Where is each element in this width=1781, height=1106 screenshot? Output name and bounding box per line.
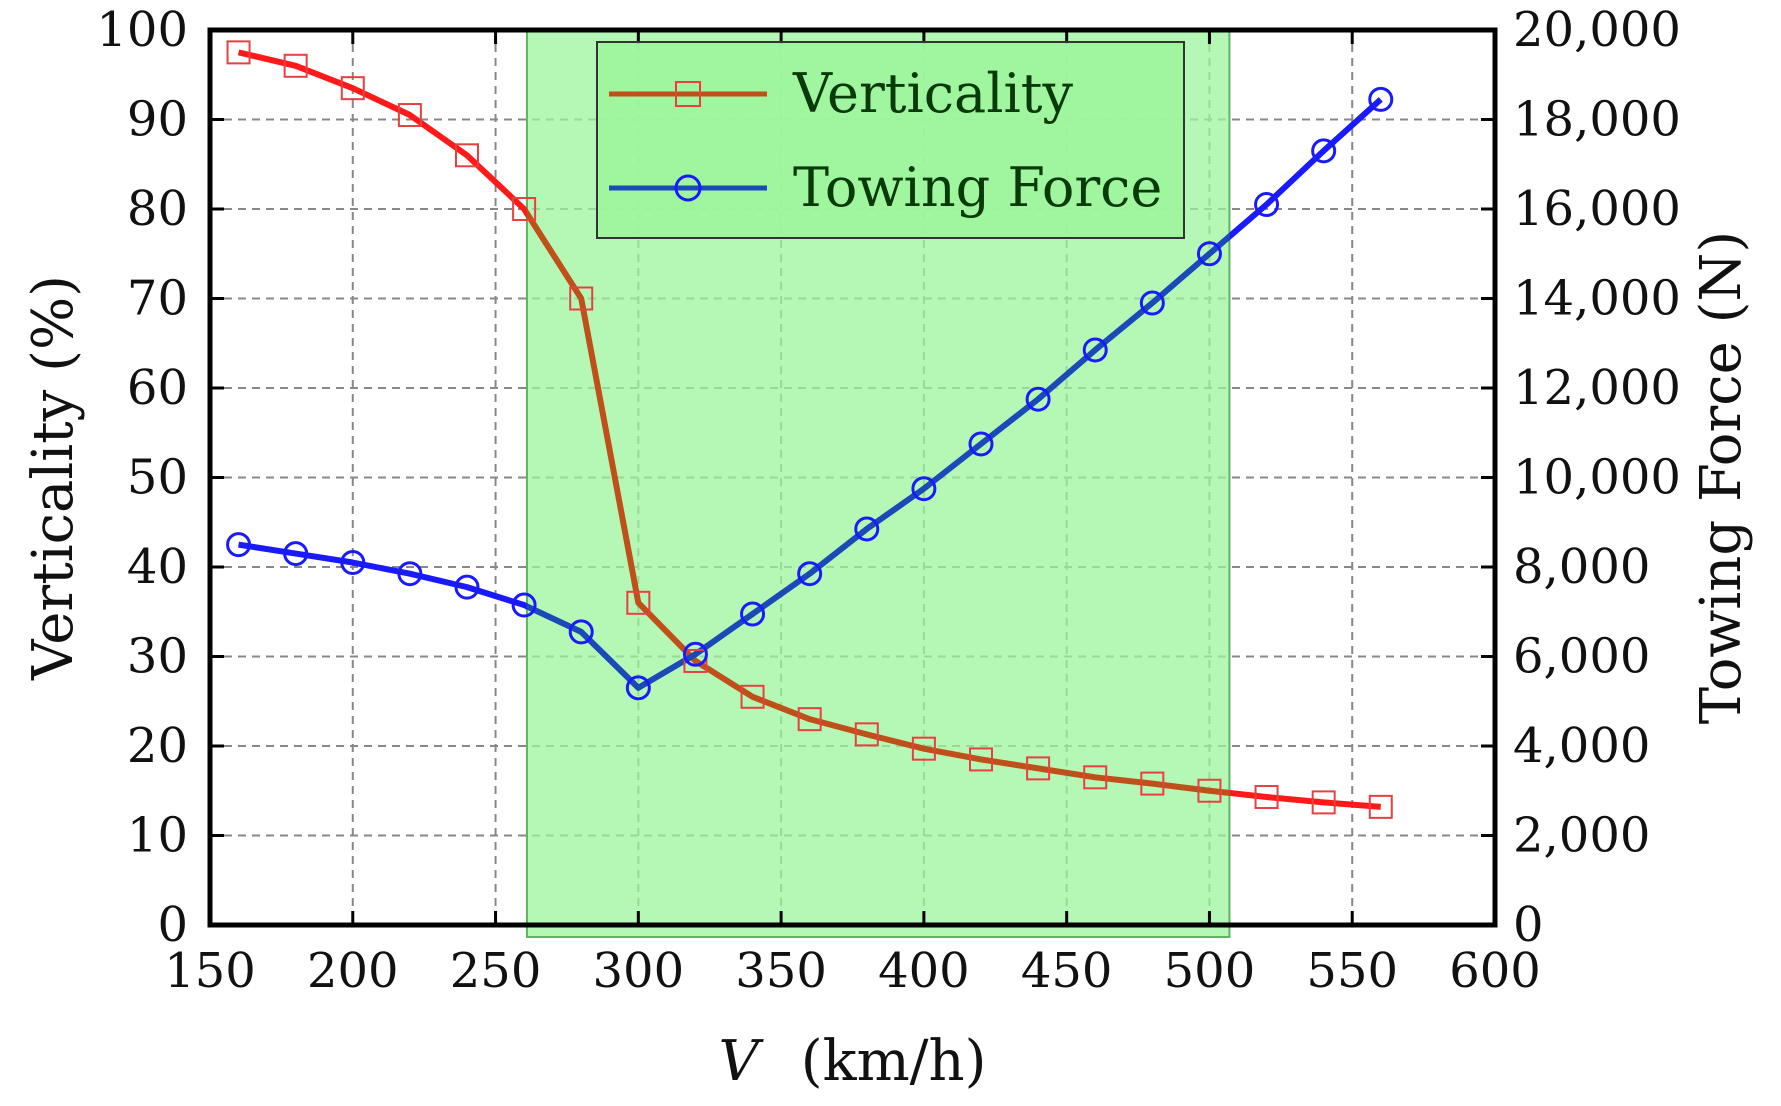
series-line-towing-force-in-band [526, 232, 1230, 691]
y-left-tick-label: 0 [157, 897, 188, 953]
x-tick-label: 250 [450, 943, 542, 999]
y-right-tick-label: 12,000 [1513, 360, 1681, 416]
marker-verticality [283, 53, 308, 78]
marker-verticality [1311, 790, 1336, 815]
y-right-axis-title: Towing Force (N) [1689, 231, 1754, 725]
y-right-tick-label: 20,000 [1513, 2, 1681, 58]
marker-towing-force [454, 574, 480, 600]
marker-verticality [969, 747, 993, 772]
y-right-tick-label: 10,000 [1513, 450, 1681, 506]
marker-verticality [340, 76, 365, 101]
marker-towing-force [511, 592, 537, 618]
marker-towing-force [740, 601, 766, 627]
series-line-verticality-in-band [526, 207, 1230, 796]
x-tick-label: 200 [307, 943, 399, 999]
marker-verticality [1083, 765, 1108, 790]
marker-verticality [1140, 771, 1165, 796]
x-axis-variable: V [719, 1029, 765, 1094]
x-tick-label: 500 [1164, 943, 1256, 999]
marker-towing-force [854, 516, 880, 542]
x-tick-label: 400 [878, 943, 970, 999]
marker-towing-force [397, 561, 423, 587]
marker-verticality [569, 286, 594, 311]
marker-verticality [1254, 785, 1279, 810]
marker-towing-force [1311, 138, 1337, 164]
y-left-tick-label: 90 [127, 92, 188, 148]
y-left-tick-label: 80 [127, 181, 188, 237]
x-tick-label: 600 [1449, 943, 1541, 999]
marker-verticality [911, 736, 936, 761]
x-axis-title: V (km/h) [719, 1029, 987, 1094]
marker-towing-force [283, 541, 309, 567]
marker-verticality [226, 40, 251, 65]
x-tick-label: 450 [1021, 943, 1113, 999]
y-left-tick-label: 10 [127, 808, 188, 864]
y-left-tick-label: 70 [127, 271, 188, 327]
marker-verticality [1368, 794, 1393, 819]
legend-label-towing-force: Towing Force [793, 156, 1162, 219]
marker-verticality [626, 590, 651, 615]
series-markers [226, 40, 1394, 819]
y-right-tick-labels: 0 2,000 4,000 6,000 8,000 10,000 12,000 14,000 1… [1513, 2, 1681, 953]
y-left-tick-label: 20 [127, 718, 188, 774]
x-tick-labels: 150 200 250 300 350 400 450 500 550 600 [164, 943, 1541, 999]
marker-verticality [854, 722, 879, 747]
y-right-tick-label: 0 [1513, 897, 1544, 953]
marker-towing-force [340, 550, 366, 576]
x-axis-unit: (km/h) [801, 1029, 987, 1094]
legend: Verticality Towing Force [596, 41, 1185, 239]
y-left-tick-label: 30 [127, 629, 188, 685]
y-right-tick-label: 16,000 [1513, 181, 1681, 237]
y-right-tick-label: 8,000 [1513, 539, 1650, 595]
y-left-tick-label: 60 [127, 360, 188, 416]
x-tick-label: 150 [164, 943, 256, 999]
y-right-tick-label: 14,000 [1513, 271, 1681, 327]
marker-verticality [1197, 778, 1222, 803]
x-tick-label: 550 [1306, 943, 1398, 999]
legend-label-verticality: Verticality [792, 62, 1073, 125]
marker-verticality [740, 684, 765, 709]
x-tick-label: 350 [735, 943, 827, 999]
marker-verticality [797, 707, 822, 732]
marker-towing-force [568, 619, 594, 645]
marker-verticality [455, 143, 479, 168]
marker-towing-force [797, 561, 823, 587]
marker-verticality [512, 197, 537, 221]
y-left-tick-labels: 0 10 20 30 40 50 60 70 80 90 100 [96, 2, 188, 953]
y-right-tick-label: 4,000 [1513, 718, 1650, 774]
y-left-tick-label: 50 [127, 450, 188, 506]
marker-verticality [683, 648, 708, 673]
marker-towing-force [968, 431, 994, 457]
marker-towing-force [1196, 241, 1222, 267]
marker-towing-force [1368, 86, 1394, 112]
y-right-tick-label: 2,000 [1513, 808, 1650, 864]
marker-towing-force [1254, 192, 1280, 218]
y-right-tick-label: 6,000 [1513, 629, 1650, 685]
y-left-tick-label: 40 [127, 539, 188, 595]
legend-marker-square [675, 81, 701, 107]
marker-towing-force [682, 641, 708, 667]
x-tick-label: 300 [593, 943, 685, 999]
marker-verticality [1026, 756, 1051, 781]
marker-verticality [397, 103, 422, 128]
series-lines [237, 49, 1383, 810]
marker-towing-force [1025, 386, 1051, 412]
y-left-axis-title: Verticality (%) [21, 275, 86, 681]
legend-box [596, 41, 1185, 239]
marker-towing-force [1139, 290, 1165, 316]
marker-towing-force [625, 675, 651, 701]
legend-marker-circle [674, 174, 702, 202]
marker-towing-force [1082, 337, 1108, 363]
marker-towing-force [911, 476, 937, 502]
marker-towing-force [226, 532, 252, 558]
y-right-tick-label: 18,000 [1513, 92, 1681, 148]
y-left-tick-label: 100 [96, 2, 188, 58]
